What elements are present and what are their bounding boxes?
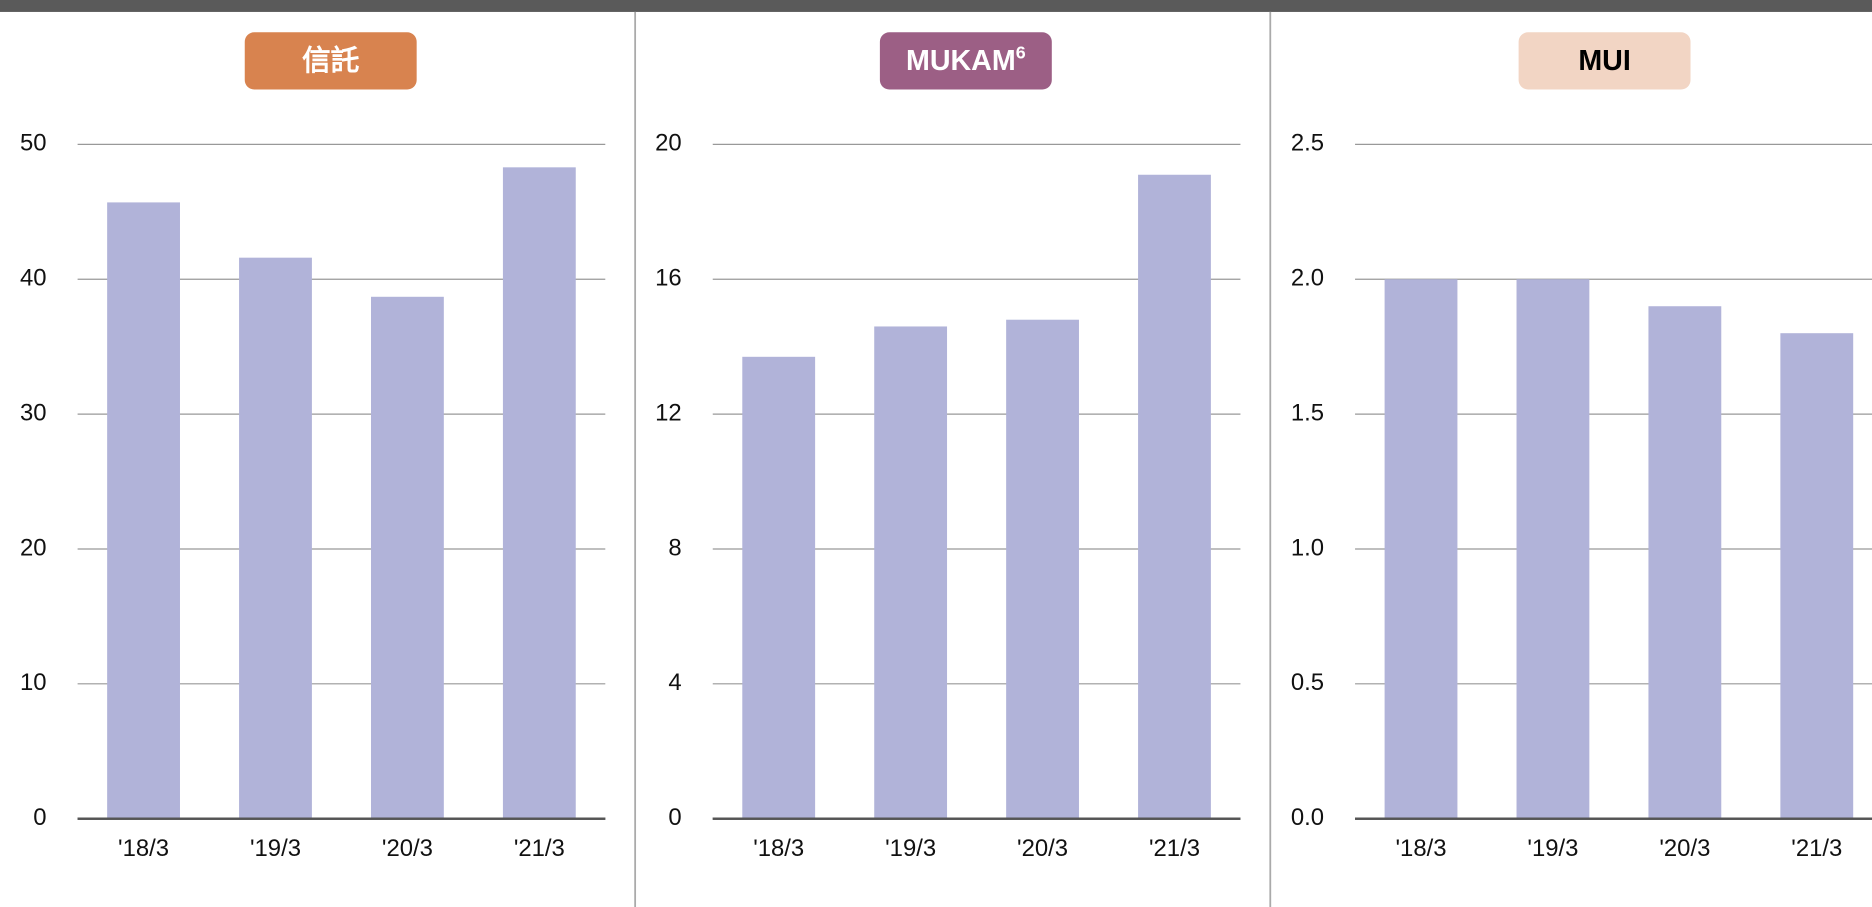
x-tick-label: '20/3 [1017,835,1068,862]
y-tick-label: 12 [655,399,682,426]
x-tick-label: '21/3 [514,835,565,862]
chart: 信託 0 10 20 30 40 50 '18/3 '19/3 '20/3 '21/3 [20,32,606,862]
chart-title: MUI [1578,45,1630,77]
y-tick-label: 0.5 [1291,669,1324,696]
chart-title: MUKAM6 [906,42,1026,76]
x-tick-label: '18/3 [1396,835,1447,862]
bar [1138,174,1211,819]
bar [370,296,444,819]
y-tick-label: 2.0 [1291,265,1324,292]
y-tick-label: 10 [20,669,47,696]
title-text: MUI [1578,45,1630,77]
y-tick-label: 8 [668,534,681,561]
bar [1516,279,1590,819]
bar [502,167,576,819]
x-tick-label: '18/3 [118,835,169,862]
y-tick-label: 1.0 [1291,534,1324,561]
bar [1780,333,1854,819]
chart-title: 信託 [302,44,360,77]
y-tick-label: 1.5 [1291,399,1324,426]
bar [107,202,180,819]
y-tick-label: 0.0 [1291,804,1324,831]
bar [874,326,948,819]
bar [1384,279,1458,819]
chart: MUKAM6 0 4 8 12 16 20 '18/3 '19/3 '20/3 '21/3 [655,32,1241,862]
x-tick-label: '18/3 [753,835,804,862]
x-tick-label: '20/3 [382,835,433,862]
y-tick-label: 0 [668,804,681,831]
y-tick-label: 30 [20,399,47,426]
title-badge [1518,32,1691,90]
x-tick-label: '21/3 [1791,835,1842,862]
y-tick-label: 0 [33,804,46,831]
x-tick-label: '19/3 [885,835,936,862]
title-text: 信託 [302,44,360,77]
top-bar [0,0,1872,12]
title-text: MUKAM [906,45,1016,77]
title-superscript: 6 [1016,42,1026,62]
x-tick-label: '21/3 [1149,835,1200,862]
chart: MUI 0.0 0.5 1.0 1.5 2.0 2.5 '18/3 '19/3 '20/3 '21/… [1291,32,1872,862]
y-tick-label: 20 [20,534,47,561]
y-tick-label: 50 [20,130,47,157]
bar [1006,319,1079,819]
bar [1648,306,1722,819]
x-tick-label: '19/3 [1527,835,1578,862]
x-tick-label: '19/3 [250,835,301,862]
x-tick-label: '20/3 [1659,835,1710,862]
title-badge [244,32,417,90]
y-tick-label: 40 [20,265,47,292]
bar [239,257,312,819]
y-tick-label: 2.5 [1291,130,1324,157]
bar [742,356,816,819]
y-tick-label: 20 [655,130,682,157]
y-tick-label: 4 [668,669,681,696]
title-badge [879,32,1052,90]
y-tick-label: 16 [655,265,682,292]
